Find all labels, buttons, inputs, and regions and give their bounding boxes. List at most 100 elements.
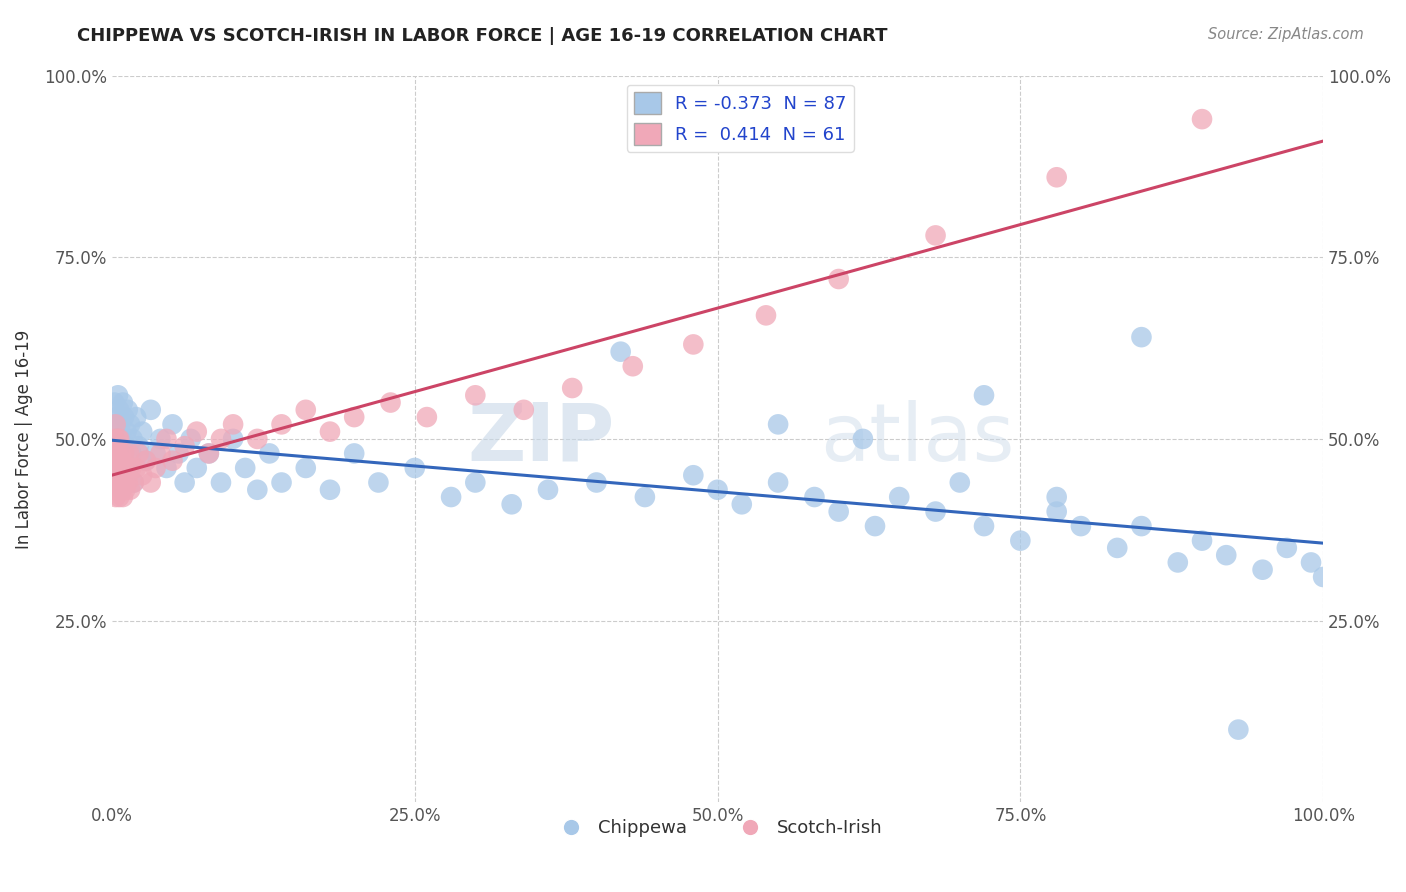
Point [145,446,167,460]
Point [135,453,157,467]
Point [103,432,125,446]
Point [246,432,269,446]
Point [416,410,439,425]
Point [125,410,148,425]
Point [343,446,366,460]
Point [585,475,607,490]
Point [259,446,281,460]
Point [949,475,972,490]
Point [501,497,523,511]
Point [973,519,995,533]
Point [117,402,139,417]
Point [112,475,135,490]
Point [198,446,221,460]
Point [803,490,825,504]
Point [827,272,849,286]
Point [103,395,125,409]
Point [111,395,134,409]
Point [1046,490,1069,504]
Point [209,475,232,490]
Point [319,425,342,439]
Point [108,402,131,417]
Point [111,432,134,446]
Point [111,453,134,467]
Point [513,402,536,417]
Point [111,490,134,504]
Point [107,388,129,402]
Point [149,446,172,460]
Point [180,432,202,446]
Point [1251,563,1274,577]
Point [464,475,486,490]
Point [1275,541,1298,555]
Point [120,461,142,475]
Point [110,461,132,475]
Point [131,425,153,439]
Point [367,475,389,490]
Point [112,410,135,425]
Point [634,490,657,504]
Point [117,475,139,490]
Text: atlas: atlas [821,400,1015,478]
Point [155,432,177,446]
Point [108,432,131,446]
Point [120,446,142,460]
Point [112,453,135,467]
Point [863,519,886,533]
Point [852,432,875,446]
Point [103,483,125,497]
Point [103,475,125,490]
Point [139,475,162,490]
Point [104,417,127,432]
Point [1107,541,1129,555]
Point [1227,723,1250,737]
Point [107,483,129,497]
Point [1167,556,1189,570]
Point [973,388,995,402]
Point [270,417,292,432]
Point [198,446,221,460]
Point [115,425,138,439]
Point [105,475,128,490]
Point [209,432,232,446]
Point [107,453,129,467]
Point [110,417,132,432]
Point [155,461,177,475]
Point [1010,533,1032,548]
Point [766,475,789,490]
Point [1130,330,1153,344]
Point [889,490,911,504]
Point [222,432,245,446]
Point [404,461,426,475]
Point [827,505,849,519]
Point [114,483,136,497]
Text: CHIPPEWA VS SCOTCH-IRISH IN LABOR FORCE | AGE 16-19 CORRELATION CHART: CHIPPEWA VS SCOTCH-IRISH IN LABOR FORCE … [77,27,887,45]
Point [145,461,167,475]
Point [1046,505,1069,519]
Point [107,475,129,490]
Point [105,410,128,425]
Point [111,483,134,497]
Point [682,468,704,483]
Point [105,453,128,467]
Point [128,446,150,460]
Point [120,483,142,497]
Point [1312,570,1334,584]
Point [186,425,208,439]
Point [270,475,292,490]
Point [104,490,127,504]
Point [173,475,195,490]
Point [112,446,135,460]
Point [609,344,631,359]
Point [111,446,134,460]
Point [149,432,172,446]
Point [706,483,728,497]
Point [621,359,644,374]
Point [128,439,150,453]
Point [766,417,789,432]
Point [440,490,463,504]
Point [120,417,142,432]
Point [110,475,132,490]
Point [924,505,946,519]
Point [246,483,269,497]
